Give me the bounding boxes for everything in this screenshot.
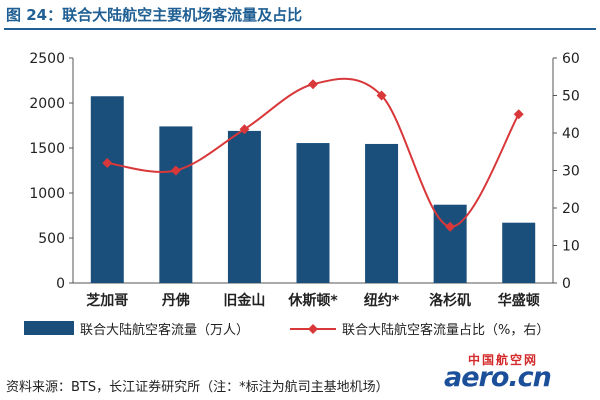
watermark-cn: 中国航空网	[468, 353, 539, 367]
x-tick-label: 芝加哥	[86, 292, 128, 309]
y-left-tick-label: 1000	[29, 186, 65, 202]
y-right-tick-label: 40	[562, 126, 580, 142]
legend-line-label: 联合大陆航空客流量占比（%，右）	[342, 322, 549, 338]
x-tick-label: 纽约*	[364, 292, 400, 309]
legend-bar-label: 联合大陆航空客流量（万人）	[80, 322, 249, 338]
share-point-2	[239, 124, 250, 135]
share-point-0	[102, 158, 113, 168]
share-point-4	[376, 90, 387, 101]
share-point-5	[445, 221, 456, 232]
y-right-tick-label: 10	[562, 239, 580, 255]
bar-1	[159, 126, 193, 284]
y-right-tick-label: 30	[562, 164, 580, 180]
x-tick-label: 华盛顿	[498, 292, 540, 309]
share-point-1	[170, 165, 181, 176]
source-note: 资料来源：BTS，长江证券研究所（注：*标注为航司主基地机场）	[6, 380, 389, 395]
watermark-logo: aero.cn	[444, 362, 552, 393]
bar-6	[502, 222, 536, 283]
x-tick-label: 洛杉矶	[429, 292, 471, 309]
bar-4	[365, 143, 399, 283]
y-right-tick-label: 20	[562, 201, 580, 217]
x-tick-label: 旧金山	[223, 292, 265, 309]
y-left-tick-label: 2500	[29, 51, 65, 67]
bar-0	[90, 96, 124, 283]
y-right-tick-label: 50	[562, 89, 580, 105]
y-left-tick-label: 1500	[29, 141, 65, 157]
share-point-6	[513, 109, 524, 120]
y-right-tick-label: 0	[562, 276, 571, 292]
share-point-3	[308, 79, 318, 90]
legend-bar-swatch	[24, 321, 74, 335]
legend-line-marker	[308, 324, 318, 334]
x-tick-label: 丹佛	[162, 292, 190, 309]
bar-3	[296, 143, 330, 283]
y-left-tick-label: 2000	[29, 96, 65, 112]
y-left-tick-label: 0	[56, 276, 65, 292]
title-divider	[4, 28, 596, 30]
y-left-tick-label: 500	[38, 231, 65, 247]
x-tick-label: 休斯顿*	[287, 292, 338, 309]
share-line	[107, 77, 520, 228]
y-right-tick-label: 60	[562, 51, 580, 67]
figure-title: 图 24：联合大陆航空主要机场客流量及占比	[6, 6, 303, 24]
bar-2	[227, 130, 261, 283]
